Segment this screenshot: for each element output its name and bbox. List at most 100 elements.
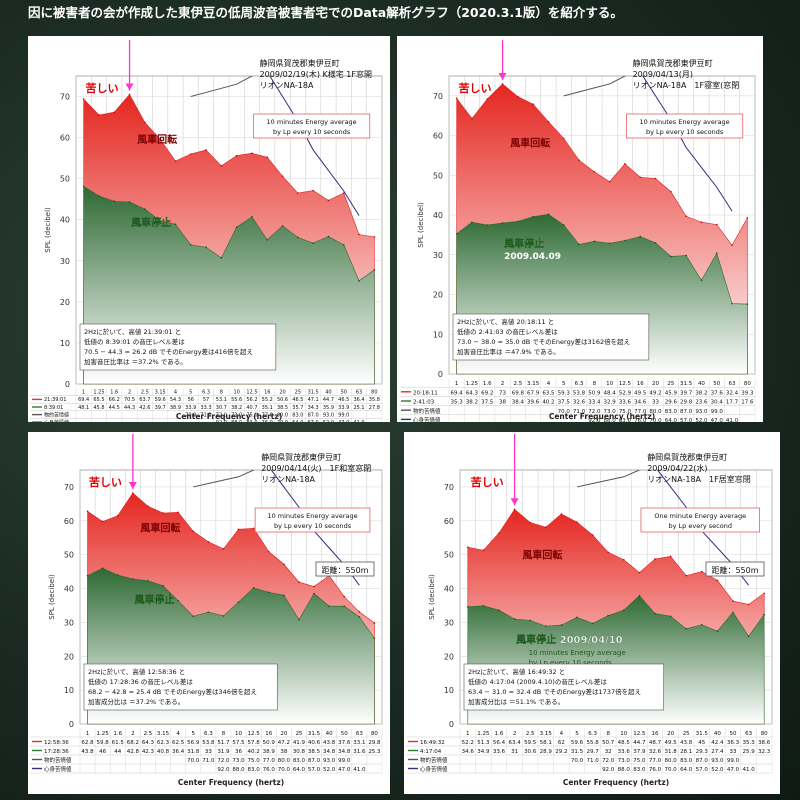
on-point — [101, 520, 104, 523]
turbine-on-label: 風車回転 — [137, 133, 177, 146]
off-point — [343, 605, 346, 607]
physical-complaint-line — [193, 470, 255, 488]
table-cell: 30.8 — [293, 749, 306, 755]
table-cell: 52.2 — [462, 740, 474, 746]
turbine-on-label: 風車回転 — [510, 137, 550, 150]
info-line: 静岡県賀茂郡東伊豆町 — [260, 58, 340, 68]
table-cell: 34.8 — [323, 749, 336, 755]
x-tick-label: 2.5 — [526, 731, 535, 737]
table-cell: 83.0 — [248, 767, 261, 773]
table-cell: 35.8 — [369, 397, 380, 403]
info-line: 静岡県賀茂郡東伊豆町 — [647, 452, 727, 462]
table-cell: 33.1 — [353, 740, 365, 746]
x-tick-label: 1.6 — [110, 390, 118, 396]
off-point — [576, 616, 578, 619]
off-point — [593, 240, 596, 243]
table-cell: 62.8 — [81, 740, 94, 746]
chart-1: 0 10 20 30 40 50 60 70 SPL (decibel) 苦しい 静岡県賀茂郡東伊豆… — [30, 40, 383, 422]
table-cell: 47.0 — [711, 418, 724, 422]
off-point — [731, 302, 733, 305]
table-cell: 75.0 — [633, 758, 646, 764]
on-point — [716, 579, 719, 582]
table-cell: 70.0 — [571, 758, 584, 764]
on-point — [327, 199, 330, 202]
table-cell: 38.9 — [263, 749, 276, 755]
x-tick-label: 6.3 — [588, 731, 597, 737]
suffering-arrow-head — [510, 498, 519, 506]
method-box — [253, 113, 371, 139]
table-cell: 99.0 — [727, 758, 740, 764]
table-cell: 56.2 — [246, 397, 257, 403]
note-line: 加害音圧比率は ＝47.9% である。 — [457, 347, 560, 356]
x-tick-label: 3.15 — [527, 381, 540, 387]
on-point — [517, 95, 519, 98]
y-tick-label: 10 — [444, 686, 454, 695]
x-tick-label: 20 — [652, 381, 659, 387]
table-cell: 38.5 — [308, 749, 321, 755]
table-cell: 67.9 — [527, 390, 540, 396]
table-cell: 65.5 — [93, 397, 104, 403]
table-cell: 83.0 — [665, 409, 678, 415]
table-cell: 62.5 — [172, 740, 185, 746]
table-cell: 50.7 — [602, 740, 615, 746]
table-cell: 25.1 — [353, 405, 364, 411]
table-cell: 32 — [605, 749, 612, 755]
table-cell: 99.0 — [711, 409, 724, 415]
on-point — [578, 159, 580, 162]
table-cell: 42.8 — [127, 749, 140, 755]
table-cell: 46.5 — [338, 397, 349, 403]
x-tick-label: 80 — [744, 381, 751, 387]
distance-box — [705, 561, 765, 577]
table-cell: 36.4 — [172, 749, 185, 755]
on-point — [501, 83, 504, 85]
off-point — [162, 585, 164, 587]
x-tick-label: 16 — [637, 381, 644, 387]
table-cell: 83.0 — [292, 412, 303, 418]
off-point — [578, 243, 580, 246]
table-cell: 64.0 — [292, 420, 303, 422]
x-tick-label: 1 — [86, 731, 90, 737]
table-cell: 36 — [235, 749, 242, 755]
x-tick-label: 31.5 — [680, 381, 693, 387]
table-cell: 70.0 — [278, 767, 291, 773]
table-cell: 37.9 — [633, 749, 646, 755]
info-line: 2009/04/13(月) — [633, 70, 693, 79]
x-tick-label: 2.5 — [513, 381, 522, 387]
off-point — [222, 615, 225, 617]
suffering-arrow-head — [498, 72, 507, 80]
table-cell: 70.0 — [185, 412, 196, 418]
on-point — [237, 528, 240, 531]
table-cell: 57.5 — [232, 740, 245, 746]
on-point — [312, 189, 314, 192]
on-point — [82, 98, 85, 100]
turbine-off-label: 風車停止 — [504, 237, 544, 250]
table-cell: 43.8 — [323, 740, 336, 746]
off-point — [701, 623, 703, 626]
table-cell: 69.4 — [451, 390, 464, 396]
table-cell: 52.0 — [695, 418, 708, 422]
table-cell: 73.0 — [618, 758, 631, 764]
y-tick-label: 30 — [444, 618, 454, 627]
info-line: リオンNA-18A — [260, 81, 314, 90]
table-cell: 92.0 — [602, 767, 615, 773]
table-cell: 64.3 — [142, 740, 155, 746]
off-point — [545, 625, 547, 627]
x-tick-label: 1 — [82, 390, 85, 396]
off-point — [313, 592, 315, 595]
on-point — [147, 505, 149, 508]
off-point — [732, 611, 734, 614]
y-tick-label: 10 — [64, 686, 74, 695]
table-cell: 35.9 — [323, 405, 334, 411]
off-point — [670, 255, 672, 258]
y-tick-label: 40 — [444, 585, 454, 594]
table-cell: 93.0 — [323, 412, 334, 418]
on-point — [251, 152, 253, 155]
on-point — [593, 170, 596, 173]
turbine-on-label: 風車回転 — [522, 549, 562, 562]
y-tick-label: 20 — [433, 291, 443, 300]
table-cell: 39.3 — [741, 390, 754, 396]
note-box — [463, 663, 664, 711]
table-cell: 57.8 — [248, 740, 261, 746]
off-point — [639, 235, 642, 238]
table-cell: 83.0 — [619, 418, 632, 422]
